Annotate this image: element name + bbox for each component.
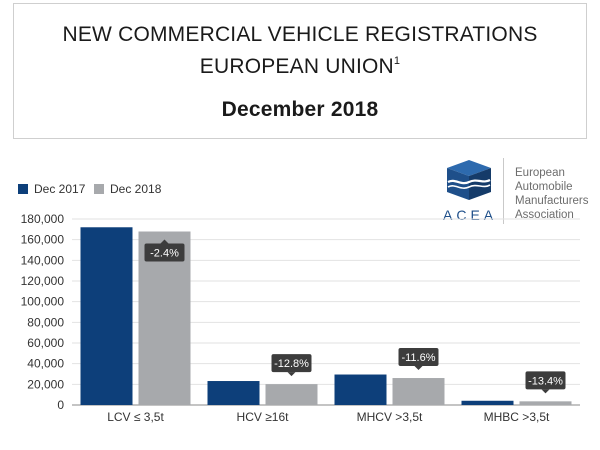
change-callout xyxy=(398,348,439,367)
bar-dec-2017 xyxy=(461,400,514,405)
bar-chart: 0 20,000 40,000 60,000 80,000 100,000 120,000 1… xyxy=(21,212,580,424)
bar-dec-2018 xyxy=(519,401,572,405)
bar-dec-2018 xyxy=(392,378,445,405)
bar-dec-2017 xyxy=(334,374,387,405)
y-tick-label: 160,000 xyxy=(21,233,65,247)
change-callout xyxy=(525,371,566,390)
x-tick-label: MHCV >3,5t xyxy=(357,410,423,424)
y-tick-label: 20,000 xyxy=(27,377,64,391)
legend-swatch xyxy=(18,184,28,194)
y-tick-label: 120,000 xyxy=(21,274,65,288)
acea-name: European Automobile Manufacturers Associ… xyxy=(515,166,589,222)
legend-swatch xyxy=(94,184,104,194)
acea-name-line: Association xyxy=(515,209,574,221)
y-tick-label: 140,000 xyxy=(21,253,65,267)
change-label: -12.8% xyxy=(274,358,309,370)
y-tick-label: 0 xyxy=(57,398,64,412)
y-tick-label: 80,000 xyxy=(27,315,64,329)
acea-name-line: Automobile xyxy=(515,181,573,193)
title-box: NEW COMMERCIAL VEHICLE REGISTRATIONS EUR… xyxy=(13,3,587,139)
bar-dec-2017 xyxy=(207,381,260,405)
y-tick-label: 180,000 xyxy=(21,212,65,226)
y-tick-label: 100,000 xyxy=(21,295,65,309)
acea-name-line: Manufacturers xyxy=(515,195,589,207)
change-callout-pointer xyxy=(287,372,296,377)
acea-logo: ACEA European Automobile Manufacturers A… xyxy=(437,156,597,228)
title-line-1: NEW COMMERCIAL VEHICLE REGISTRATIONS xyxy=(62,23,538,46)
legend-label: Dec 2018 xyxy=(110,182,162,196)
change-label: -2.4% xyxy=(150,248,179,260)
change-callout xyxy=(144,243,185,262)
acea-cube-icon xyxy=(447,160,491,200)
acea-name-line: European xyxy=(515,167,565,179)
change-callout-pointer xyxy=(414,366,423,371)
change-callout xyxy=(271,354,312,373)
title-line-2-text: EUROPEAN UNION xyxy=(199,55,394,78)
change-label: -11.6% xyxy=(401,352,435,364)
bar-dec-2018 xyxy=(265,384,318,405)
title-period: December 2018 xyxy=(221,98,379,121)
x-tick-label: HCV ≥16t xyxy=(237,410,290,424)
change-label: -13.4% xyxy=(528,375,563,387)
legend-label: Dec 2017 xyxy=(34,182,86,196)
x-tick-label: LCV ≤ 3,5t xyxy=(107,410,164,424)
change-callout-pointer xyxy=(541,389,550,394)
bar-dec-2017 xyxy=(80,227,133,405)
x-tick-label: MHBC >3,5t xyxy=(484,410,550,424)
title-line-2: EUROPEAN UNION1 xyxy=(14,55,586,79)
logo-divider xyxy=(503,158,504,224)
change-callout-pointer xyxy=(160,239,169,244)
y-tick-label: 40,000 xyxy=(27,357,64,371)
footnote-marker: 1 xyxy=(393,55,401,67)
y-tick-label: 60,000 xyxy=(27,336,64,350)
